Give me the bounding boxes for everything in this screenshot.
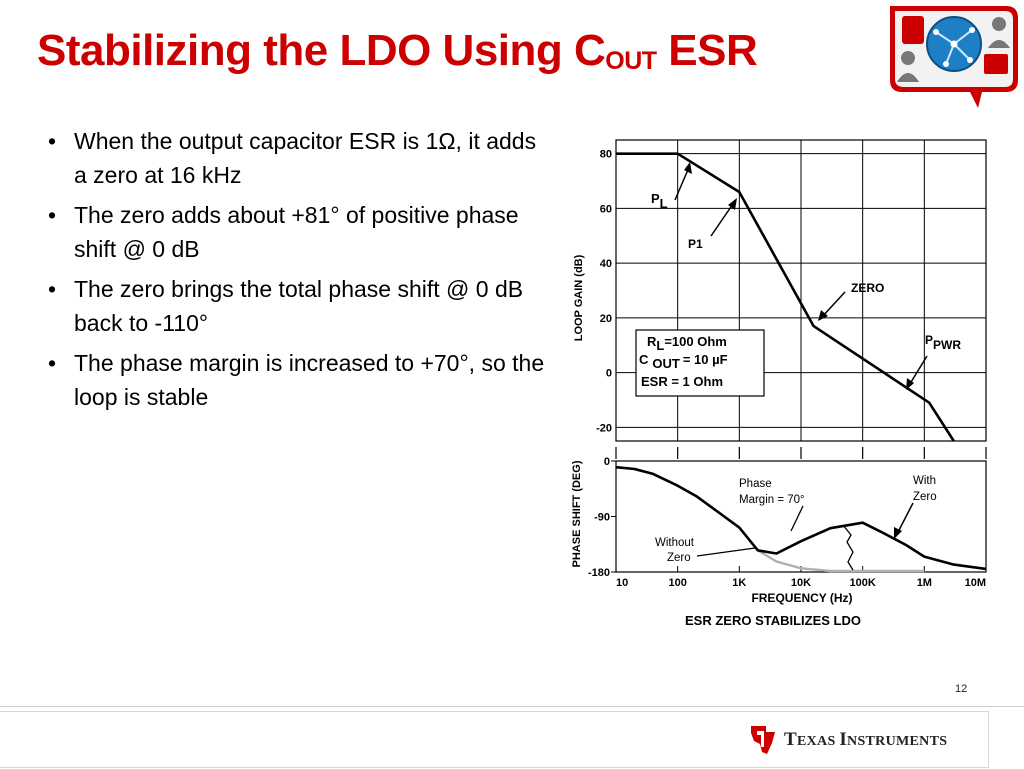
x-tick-labels: 10 100 1K 10K 100K 1M 10M [616, 577, 986, 589]
phase-y-ticks: 0 -90 -180 [588, 456, 616, 579]
bullet-dot: • [48, 202, 57, 228]
gain-y-tick-label: 80 [600, 149, 612, 161]
texas-instruments-logo-icon [751, 726, 775, 754]
legend-box-frame [635, 329, 765, 397]
gain-y-tick-label: -20 [596, 422, 612, 434]
phase-y-tick-label: 0 [604, 456, 610, 468]
gain-y-tick-label: 40 [600, 258, 612, 270]
phase-curve-with-zero [615, 465, 987, 571]
x-tick-label: 10M [965, 577, 986, 589]
title-end: ESR [656, 26, 758, 75]
bode-chart: 80 60 40 20 0 -20 LOOP GAIN (dB) PL P1 ZERO P… [571, 139, 987, 628]
phase-margin-bracket [842, 524, 854, 571]
conference-logo-icon [890, 6, 1018, 108]
phase-margin-arrow [790, 505, 804, 532]
title-main: Stabilizing the LDO Using C [37, 26, 606, 75]
phase-panel: 0 -90 -180 PHASE SHIFT (DEG) Phase Margin … [571, 447, 987, 579]
gain-panel: 80 60 40 20 0 -20 LOOP GAIN (dB) PL P1 ZERO P… [573, 139, 987, 442]
without-zero-annotation-line1: Without [655, 537, 695, 549]
ppwr-annotation: PPWR [925, 333, 961, 352]
p1-annotation: P1 [688, 237, 703, 251]
bullet-item: • The zero brings the total phase shift @… [48, 272, 548, 340]
chart-caption: ESR ZERO STABILIZES LDO [685, 613, 861, 628]
legend-box: RL=100 Ohm C OUT = 10 µF ESR = 1 Ohm [635, 329, 765, 397]
slide-title: Stabilizing the LDO Using COUT ESR [37, 26, 758, 76]
legend-rl: RL=100 Ohm [647, 334, 727, 353]
zero-arrowhead [818, 310, 828, 321]
phase-margin-annotation-line1: Phase [739, 478, 772, 490]
with-zero-annotation-line1: With [913, 475, 936, 487]
x-tick-label: 100K [850, 577, 876, 589]
ppwr-arrowhead [906, 378, 914, 390]
bullet-item: • When the output capacitor ESR is 1Ω, it… [48, 124, 548, 192]
bullet-dot: • [48, 350, 57, 376]
bullet-text: The phase margin is increased to +70°, s… [74, 350, 545, 410]
footer-bar: TEXAS INSTRUMENTS [0, 706, 1024, 769]
legend-cout: C OUT = 10 µF [639, 352, 728, 371]
phase-curve-without-zero [757, 549, 925, 573]
phase-margin-annotation-line2: Margin = 70° [739, 494, 805, 506]
phase-y-axis-label: PHASE SHIFT (DEG) [571, 460, 583, 567]
gain-curve [616, 152, 955, 442]
without-zero-annotation-line2: Zero [667, 552, 691, 564]
pl-arrowhead [684, 162, 692, 174]
footer-panel [0, 711, 989, 768]
phase-y-tick-label: -180 [588, 567, 610, 579]
bullet-list: • When the output capacitor ESR is 1Ω, it… [48, 124, 548, 420]
bullet-text: The zero adds about +81° of positive pha… [74, 202, 519, 262]
x-tick-label: 10K [791, 577, 811, 589]
x-tick-label: 1K [732, 577, 746, 589]
legend-esr: ESR = 1 Ohm [641, 374, 723, 389]
texas-instruments-wordmark: TEXAS INSTRUMENTS [784, 729, 948, 750]
gain-y-axis-label: LOOP GAIN (dB) [573, 254, 585, 341]
x-axis-label: FREQUENCY (Hz) [751, 591, 852, 605]
bullet-dot: • [48, 128, 57, 154]
x-tick-label: 1M [917, 577, 932, 589]
with-zero-arrowhead [894, 527, 902, 539]
phase-ticks [615, 447, 987, 572]
page-number: 12 [955, 683, 968, 695]
x-tick-label: 100 [668, 577, 686, 589]
with-zero-annotation-line2: Zero [913, 491, 937, 503]
gain-y-tick-label: 0 [606, 368, 612, 380]
zero-annotation: ZERO [851, 281, 884, 295]
title-subscript: OUT [605, 47, 657, 75]
gain-y-tick-label: 20 [600, 313, 612, 325]
without-zero-arrow [696, 547, 756, 557]
phase-y-tick-label: -90 [594, 512, 610, 524]
bullet-dot: • [48, 276, 57, 302]
pl-annotation: PL [651, 191, 668, 211]
p1-arrowhead [728, 198, 737, 210]
bullet-text: When the output capacitor ESR is 1Ω, it … [74, 128, 537, 188]
gain-y-ticks: 80 60 40 20 0 -20 [596, 149, 612, 435]
gain-y-tick-label: 60 [600, 203, 612, 215]
x-tick-label: 10 [616, 577, 628, 589]
bullet-text: The zero brings the total phase shift @ … [74, 276, 524, 336]
bullet-item: • The zero adds about +81° of positive ph… [48, 198, 548, 266]
bullet-item: • The phase margin is increased to +70°, … [48, 346, 548, 414]
